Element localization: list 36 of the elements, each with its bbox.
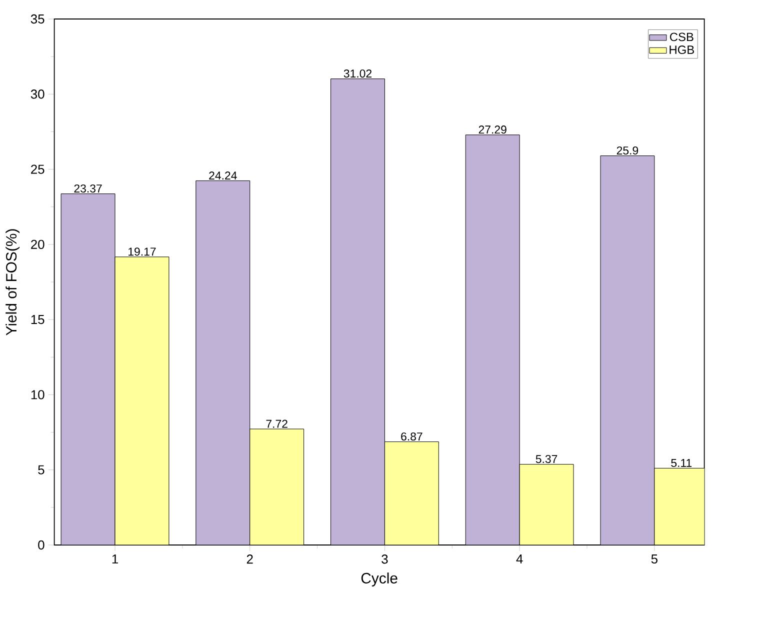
legend-label: CSB bbox=[670, 32, 694, 42]
bar bbox=[600, 156, 655, 545]
legend-label: HGB bbox=[670, 46, 694, 54]
y-tick-label: 20 bbox=[31, 240, 44, 250]
data-label: 19.17 bbox=[128, 248, 156, 256]
data-label: 24.24 bbox=[209, 172, 237, 180]
data-label: 25.9 bbox=[616, 146, 638, 155]
data-label: 5.11 bbox=[671, 459, 692, 467]
data-label: 27.29 bbox=[478, 126, 506, 134]
y-tick-label: 5 bbox=[38, 465, 44, 474]
data-label: 7.72 bbox=[266, 420, 288, 428]
y-tick-label: 25 bbox=[31, 164, 44, 174]
bar bbox=[250, 428, 304, 545]
data-label: 6.87 bbox=[401, 432, 422, 441]
bar bbox=[520, 464, 574, 545]
bar bbox=[61, 194, 115, 545]
x-axis-title: Cycle bbox=[361, 572, 398, 586]
y-tick-label: 30 bbox=[30, 90, 44, 99]
data-label: 31.02 bbox=[344, 70, 372, 78]
y-axis-title: Yield of FOS(%) bbox=[6, 229, 20, 336]
bar bbox=[384, 442, 439, 545]
x-tick-label: 2 bbox=[246, 554, 253, 564]
x-tick-label: 4 bbox=[516, 554, 523, 564]
bar bbox=[466, 134, 520, 545]
y-tick-label: 10 bbox=[31, 390, 44, 400]
bar bbox=[115, 256, 169, 545]
bar bbox=[330, 78, 385, 545]
y-tick-label: 15 bbox=[31, 315, 44, 324]
x-tick-label: 5 bbox=[651, 554, 658, 564]
y-tick-label: 0 bbox=[38, 540, 44, 550]
y-tick-label: 35 bbox=[30, 14, 44, 24]
bar bbox=[196, 180, 250, 545]
x-tick-label: 3 bbox=[382, 554, 388, 564]
data-label: 23.37 bbox=[74, 184, 102, 193]
x-tick-label: 1 bbox=[112, 554, 118, 564]
data-label: 5.37 bbox=[536, 454, 558, 464]
